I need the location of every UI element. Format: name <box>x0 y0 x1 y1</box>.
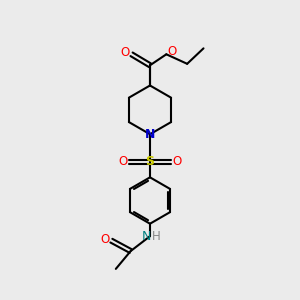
Text: O: O <box>120 46 130 59</box>
Text: N: N <box>145 128 155 141</box>
Text: H: H <box>152 230 161 243</box>
Text: O: O <box>100 233 110 246</box>
Text: O: O <box>118 155 127 168</box>
Text: S: S <box>146 155 154 168</box>
Text: O: O <box>168 45 177 58</box>
Text: O: O <box>173 155 182 168</box>
Text: N: N <box>142 230 151 243</box>
